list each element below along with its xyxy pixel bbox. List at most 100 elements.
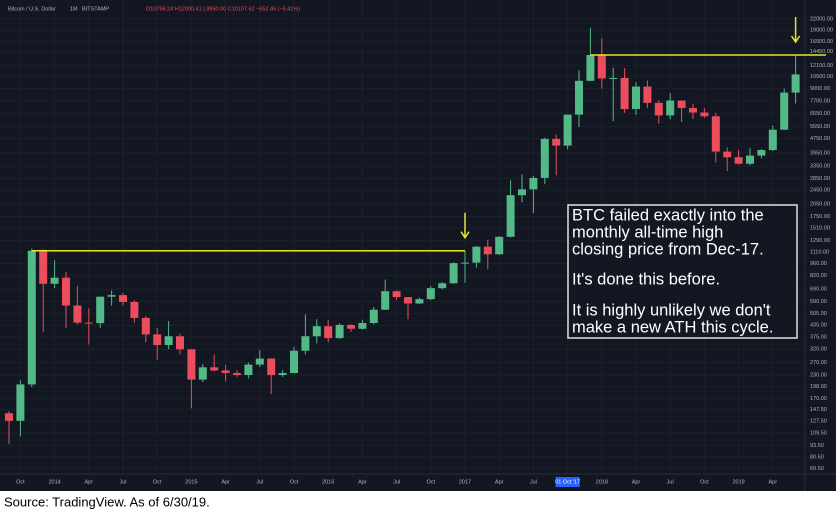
candle-body xyxy=(312,326,321,337)
interval: 1M xyxy=(70,6,78,12)
y-tick-label: 14450.00 xyxy=(810,49,833,55)
annotation-line: closing price from Dec-17. xyxy=(572,240,764,258)
x-tick-label: 2016 xyxy=(322,479,334,485)
y-tick-label: 198.00 xyxy=(810,384,827,390)
candle-body xyxy=(415,299,424,304)
x-tick-label: Jul xyxy=(667,479,674,485)
x-tick-label: Apr xyxy=(495,479,504,485)
candle-body xyxy=(632,86,640,110)
x-tick-label: Apr xyxy=(221,479,230,485)
candle-body xyxy=(198,367,207,380)
candle-body xyxy=(575,80,583,115)
candle-body xyxy=(609,77,618,79)
y-tick-label: 320.00 xyxy=(810,347,827,353)
candle-body xyxy=(27,250,36,385)
y-tick-label: 375.00 xyxy=(810,334,827,340)
candle-body xyxy=(255,358,264,365)
x-tick-label: Apr xyxy=(358,479,367,485)
candle-body xyxy=(711,116,720,152)
y-tick-label: 127.50 xyxy=(810,419,827,425)
candle-body xyxy=(50,277,59,284)
annotation-line: It's done this before. xyxy=(572,270,720,288)
candle-body xyxy=(369,309,378,323)
candle-body xyxy=(347,324,355,329)
y-tick-label: 147.50 xyxy=(810,407,827,413)
y-tick-label: 16500.00 xyxy=(810,39,833,45)
x-tick-label: Jul xyxy=(256,479,263,485)
annotation-line: make a new ATH this cycle. xyxy=(572,318,773,336)
candle-body xyxy=(506,195,515,237)
candle-body xyxy=(495,236,504,255)
arrow xyxy=(460,212,470,240)
candle-body xyxy=(529,177,538,190)
plot xyxy=(5,16,826,445)
candle-body xyxy=(96,296,105,324)
exchange: BITSTAMP xyxy=(82,6,109,12)
candle-body xyxy=(381,291,390,310)
x-tick-label: 2019 xyxy=(732,479,744,485)
y-tick-label: 960.00 xyxy=(810,261,827,267)
candle-body xyxy=(119,295,127,303)
candle-body xyxy=(278,373,287,376)
x-tick-label: 2015 xyxy=(185,479,197,485)
candle-body xyxy=(244,364,253,376)
candle-body xyxy=(597,54,606,79)
x-tick-label: Apr xyxy=(769,479,778,485)
candle-body xyxy=(358,322,367,329)
y-tick-label: 4750.00 xyxy=(810,136,830,142)
candle-body xyxy=(392,291,401,298)
candle-body xyxy=(620,77,629,110)
symbol: Bitcoin / U.S. Dollar xyxy=(8,6,56,12)
candle-body xyxy=(210,367,219,371)
y-tick-label: 22000.00 xyxy=(810,16,833,22)
candle-body xyxy=(16,384,25,421)
candle-body xyxy=(689,107,697,113)
y-tick-label: 1110.00 xyxy=(810,250,829,256)
candle-body xyxy=(666,100,675,116)
candle-body xyxy=(39,250,48,284)
y-tick-label: 690.00 xyxy=(810,287,827,293)
candle-body xyxy=(404,297,412,304)
x-tick-label: Jul xyxy=(530,479,537,485)
y-tick-label: 1510.00 xyxy=(810,226,830,232)
arrow xyxy=(790,16,801,44)
y-tick-label: 1290.00 xyxy=(810,238,830,244)
candle-body xyxy=(734,157,743,164)
y-tick-label: 590.00 xyxy=(810,299,827,305)
candle-body xyxy=(84,322,93,324)
x-tick-label: Oct xyxy=(16,479,25,485)
y-tick-label: 3350.00 xyxy=(810,163,830,169)
candle-body xyxy=(483,246,492,255)
y-tick-label: 1750.00 xyxy=(810,214,830,220)
candle-body xyxy=(233,373,241,376)
y-tick-label: 19000.00 xyxy=(810,28,833,34)
x-tick-label: Jul xyxy=(393,479,400,485)
y-tick-label: 80.50 xyxy=(810,454,824,460)
candle-body xyxy=(301,336,310,351)
y-tick-label: 3950.00 xyxy=(810,150,830,156)
candle-body xyxy=(586,54,595,81)
candle-body xyxy=(164,336,173,345)
x-tick-label: 2018 xyxy=(596,479,608,485)
candle-body xyxy=(746,155,754,164)
candle-body xyxy=(563,114,572,146)
candle-body xyxy=(324,326,333,339)
x-tick-label: Oct xyxy=(427,479,436,485)
candle-body xyxy=(768,129,777,151)
y-tick-label: 93.50 xyxy=(810,443,824,449)
annotation-line: BTC failed exactly into the xyxy=(572,206,764,224)
y-tick-label: 435.00 xyxy=(810,323,827,329)
x-tick-highlight xyxy=(555,477,580,487)
candle-body xyxy=(791,74,800,93)
candle-body xyxy=(73,305,82,323)
candle-body xyxy=(449,263,458,284)
candle-body xyxy=(153,334,162,345)
candle-body xyxy=(461,262,469,264)
candle-body xyxy=(472,246,481,263)
y-tick-label: 270.00 xyxy=(810,360,827,366)
annotation-line: It is highly unlikely we don't xyxy=(572,301,771,319)
x-tick-label: 01 Oct '17 xyxy=(555,479,580,485)
y-tick-label: 820.00 xyxy=(810,273,827,279)
